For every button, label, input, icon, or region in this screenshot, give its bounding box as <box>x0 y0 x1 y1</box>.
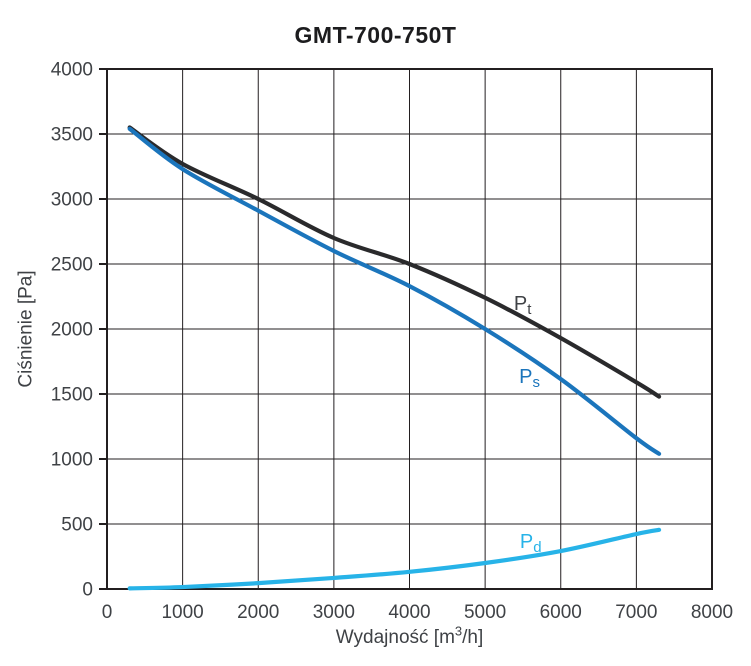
y-tick-label-1000: 1000 <box>51 450 93 471</box>
curve-ps <box>127 126 662 456</box>
curve-label-pd: Pd <box>520 531 542 556</box>
x-tick-label-1000: 1000 <box>161 602 203 623</box>
chart-title: GMT-700-750T <box>294 22 457 48</box>
curve-pt <box>127 125 662 399</box>
x-axis-label-post: /h] <box>462 627 484 648</box>
x-axis-label-sup: 3 <box>454 623 463 639</box>
x-axis-label-pre: Wydajność [m <box>335 627 455 648</box>
y-tick-label-500: 500 <box>61 515 93 536</box>
x-tick-label-3000: 3000 <box>313 602 355 623</box>
y-tick-label-2000: 2000 <box>51 320 93 341</box>
y-tick-label-3000: 3000 <box>51 190 93 211</box>
x-tick-label-7000: 7000 <box>615 602 657 623</box>
x-tick-label-2000: 2000 <box>237 602 279 623</box>
curve-pd <box>127 527 662 591</box>
x-tick-label-0: 0 <box>102 602 113 623</box>
y-tick-label-1500: 1500 <box>51 385 93 406</box>
x-tick-label-8000: 8000 <box>691 602 733 623</box>
curve-label-pt: Pt <box>514 293 532 318</box>
x-tick-label-6000: 6000 <box>540 602 582 623</box>
y-tick-label-4000: 4000 <box>51 60 93 81</box>
curve-label-ps: Ps <box>519 366 540 391</box>
x-tick-label-4000: 4000 <box>388 602 430 623</box>
y-tick-label-0: 0 <box>82 580 93 601</box>
y-tick-label-2500: 2500 <box>51 255 93 276</box>
y-tick-label-3500: 3500 <box>51 125 93 146</box>
x-tick-label-5000: 5000 <box>464 602 506 623</box>
x-axis-label: Wydajność [m3/h] <box>107 623 712 649</box>
